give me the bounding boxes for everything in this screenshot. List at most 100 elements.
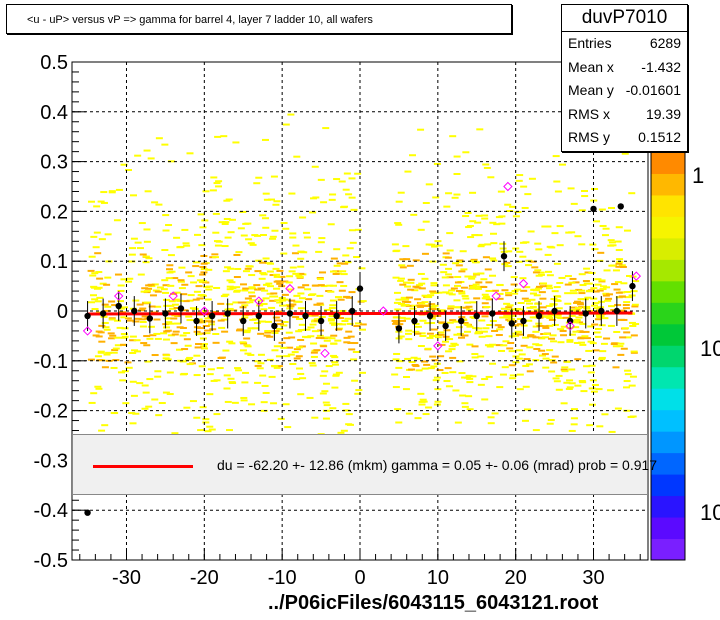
heat-cell [596,425,604,428]
heat-cell [427,367,435,370]
heat-cell [485,281,493,284]
heat-cell [503,302,511,305]
heat-cell [469,301,477,304]
heat-cell [259,234,267,237]
heat-cell [246,265,254,268]
heat-cell [608,430,616,433]
stats-row-rms-y: RMS y 0.1512 [562,126,687,150]
heat-cell [179,360,187,363]
heat-cell [316,277,324,280]
heat-cell [610,343,618,346]
heat-cell [598,356,606,359]
heat-cell [112,347,120,350]
heat-cell [579,381,587,384]
heat-cell [605,297,613,300]
heat-cell [430,282,438,285]
heat-cell [259,320,267,323]
heat-cell [425,296,433,299]
heat-cell [293,378,301,381]
heat-cell [140,290,148,293]
heat-cell [324,336,332,339]
heat-cell [466,224,474,227]
heat-cell [623,290,631,293]
heat-cell [427,294,435,297]
heat-cell [189,400,197,403]
heat-cell [300,251,308,254]
heat-cell [276,282,284,285]
colorbar-segment [651,302,685,325]
heat-cell [136,303,144,306]
heat-cell [276,269,284,272]
heat-cell [108,191,116,194]
heat-cell [451,343,459,346]
heat-cell [468,277,476,280]
heat-cell [136,247,144,250]
heat-cell [506,210,514,213]
heat-cell [581,195,589,198]
heat-cell [441,340,449,343]
heat-cell [223,374,231,377]
heat-cell [103,328,111,331]
heat-cell [144,190,152,193]
heat-cell [95,286,103,289]
heat-cell [204,317,212,320]
heat-cell [518,353,526,356]
heat-cell [587,325,595,328]
heat-cell [539,297,547,300]
heat-cell [117,289,125,292]
heat-cell [553,299,561,302]
profile-point [224,310,231,317]
colorbar-segment [651,474,685,497]
heat-cell [522,336,530,339]
heat-cell [618,264,626,267]
heat-cell [588,403,596,406]
heat-cell [271,295,279,298]
heat-cell [449,319,457,322]
heat-cell [207,368,215,371]
heat-cell [95,330,103,333]
heat-cell [285,281,293,284]
heat-cell [209,189,217,192]
heat-cell [333,178,341,181]
heat-cell [395,223,403,226]
heat-cell [328,337,336,340]
heat-cell [400,296,408,299]
open-marker [113,291,124,301]
heat-cell [324,308,332,311]
heat-cell [208,428,216,431]
heat-cell [210,176,218,179]
heat-cell [211,253,219,256]
heat-cell [632,323,640,326]
heat-cell [171,303,179,306]
heat-cell [92,334,100,337]
heat-cell [111,304,119,307]
heat-cell [141,315,149,318]
colorbar-label-10: 10 [700,336,720,361]
colorbar-segment [651,152,685,174]
y-tick-label: 0.4 [40,102,68,124]
heat-cell [297,292,305,295]
heat-cell [322,382,330,385]
heat-cell [631,305,639,308]
heat-cell [299,216,307,219]
heat-cell [282,403,290,406]
profile-point [426,312,434,320]
heat-cell [310,197,318,200]
heat-cell [241,289,249,292]
heat-cell [165,224,173,227]
heat-cell [536,324,544,327]
heat-cell [497,326,505,329]
heat-cell [168,307,176,310]
heat-cell [462,297,470,300]
heat-cell [163,330,171,333]
heat-cell [297,393,305,396]
heat-cell [204,430,212,433]
profile-point [489,310,496,317]
heat-cell [295,300,303,303]
heat-cell [166,393,174,396]
heat-cell [205,288,213,291]
heat-cell [143,240,151,243]
heat-cell [336,317,344,320]
heat-cell [514,288,522,291]
heat-cell [429,308,437,311]
